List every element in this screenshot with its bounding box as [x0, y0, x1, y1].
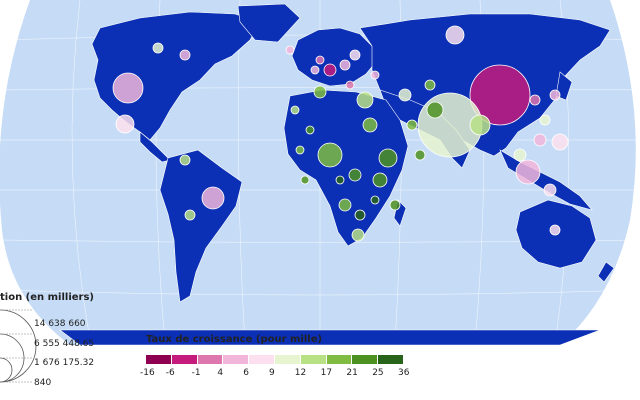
color-legend-tick: 36	[398, 368, 410, 378]
country-bubble	[469, 64, 531, 126]
country-bubble	[317, 142, 343, 168]
country-bubble	[310, 65, 320, 75]
color-legend-tick: 4	[217, 368, 224, 378]
country-bubble	[533, 133, 547, 147]
central-america	[139, 131, 171, 163]
color-swatch	[326, 355, 352, 364]
country-bubble	[112, 72, 144, 104]
country-bubble	[351, 228, 365, 242]
country-bubble	[338, 198, 352, 212]
color-swatch	[223, 355, 249, 364]
country-bubble	[370, 195, 380, 205]
country-bubble	[549, 89, 561, 101]
color-legend-tick: 12	[294, 368, 307, 378]
size-legend-circles	[0, 309, 37, 383]
color-legend-tick: 9	[269, 368, 275, 378]
color-legend-tick: -1	[191, 368, 201, 378]
country-bubble	[445, 25, 465, 45]
africa	[283, 89, 409, 247]
color-legend-tick: 6	[243, 368, 249, 378]
country-bubble	[539, 114, 551, 126]
country-bubble	[354, 209, 366, 221]
size-legend-value: 14 638 660	[34, 319, 86, 329]
color-swatch	[171, 355, 197, 364]
country-bubble	[179, 154, 191, 166]
country-bubble	[184, 209, 196, 221]
country-bubble	[414, 149, 426, 161]
country-bubble	[406, 119, 418, 131]
antarctica-edge	[59, 329, 601, 346]
country-bubble	[201, 186, 225, 210]
country-bubble	[362, 117, 378, 133]
country-bubble	[349, 49, 361, 61]
country-bubble	[300, 175, 310, 185]
new-zealand	[597, 261, 615, 283]
color-swatch	[197, 355, 223, 364]
country-bubble	[549, 224, 561, 236]
country-bubble	[370, 70, 380, 80]
size-legend-value: 840	[34, 378, 52, 388]
country-bubble	[335, 175, 345, 185]
country-bubble	[389, 199, 401, 211]
country-bubble	[323, 63, 337, 77]
country-bubble	[551, 133, 569, 151]
size-legend-title: tion (en milliers)	[0, 292, 94, 303]
color-legend-tick: -16	[140, 368, 155, 378]
country-bubble	[345, 80, 355, 90]
size-legend-value: 1 676 175.32	[34, 358, 95, 368]
country-bubble	[290, 105, 300, 115]
country-bubble	[515, 159, 541, 185]
color-legend-tick: -6	[165, 368, 175, 378]
color-legend-tick: 25	[372, 368, 384, 378]
country-bubble	[179, 49, 191, 61]
population-bubbles	[112, 25, 569, 242]
country-bubble	[424, 79, 436, 91]
color-swatch	[300, 355, 326, 364]
country-bubble	[295, 145, 305, 155]
color-legend-tick: 17	[320, 368, 333, 378]
color-swatch	[378, 355, 403, 364]
color-swatch	[275, 355, 300, 364]
country-bubble	[313, 85, 327, 99]
country-bubble	[339, 59, 351, 71]
color-legend-title: Taux de croissance (pour mille)	[146, 334, 323, 345]
country-bubble	[315, 55, 325, 65]
color-swatch	[352, 355, 378, 364]
country-bubble	[152, 42, 164, 54]
country-bubble	[356, 91, 374, 109]
country-bubble	[305, 125, 315, 135]
country-bubble	[426, 101, 444, 119]
country-bubble	[378, 148, 398, 168]
country-bubble	[398, 88, 412, 102]
country-bubble	[372, 172, 388, 188]
color-swatch	[146, 355, 171, 364]
color-swatch	[249, 355, 274, 364]
greenland	[237, 3, 301, 43]
country-bubble	[513, 148, 527, 162]
country-bubble	[285, 45, 295, 55]
country-bubble	[348, 168, 362, 182]
country-bubble	[543, 183, 557, 197]
size-legend-value: 6 555 448.65	[34, 339, 95, 349]
color-legend-tick: 21	[346, 368, 358, 378]
country-bubble	[529, 94, 541, 106]
south-america	[159, 149, 243, 303]
country-bubble	[469, 114, 491, 136]
country-bubble	[115, 114, 135, 134]
